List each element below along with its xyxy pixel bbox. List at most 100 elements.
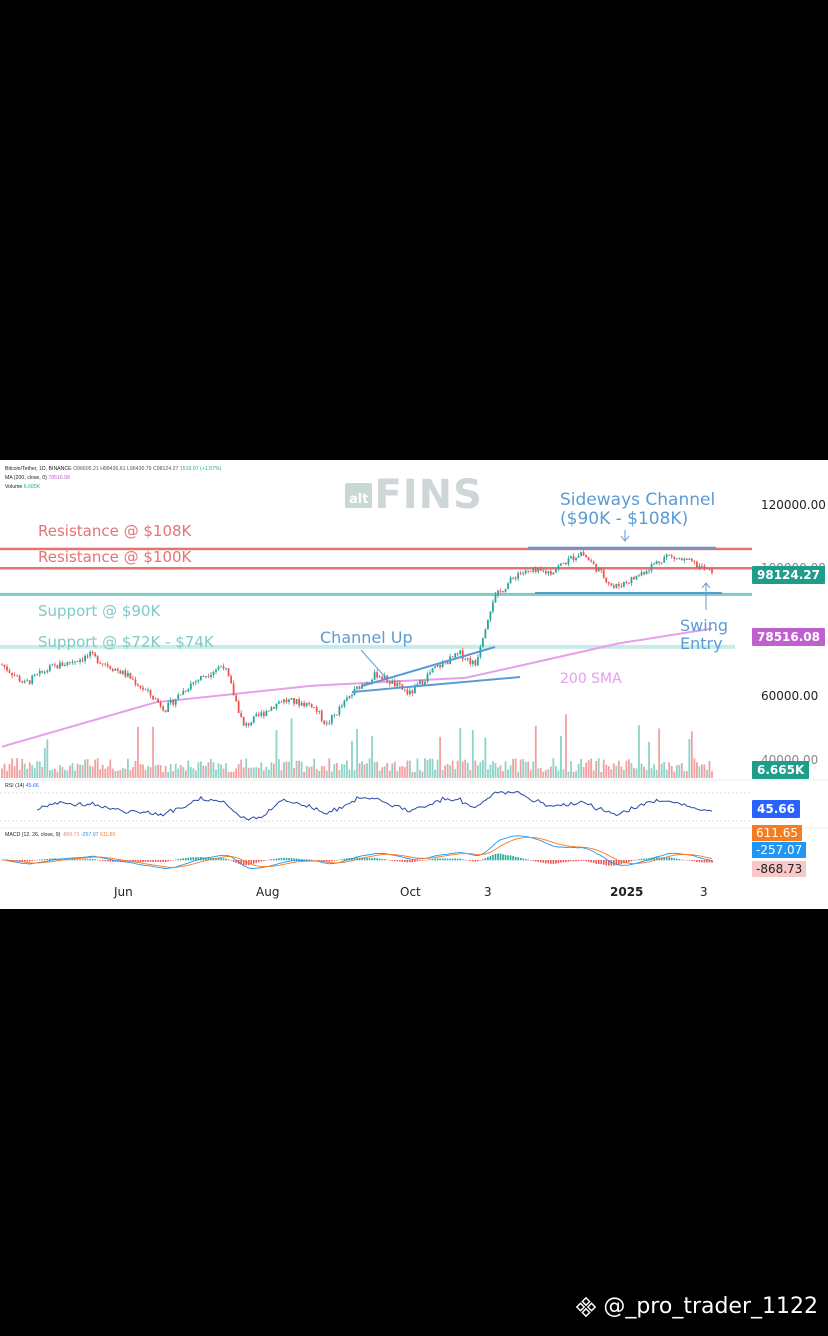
macd-hist-bar: [152, 860, 154, 862]
macd-hist-bar: [182, 858, 185, 861]
candle-body: [257, 714, 260, 716]
x-axis: [0, 779, 828, 829]
macd-hist-bar: [81, 859, 84, 861]
macd-hist-bar: [99, 860, 101, 861]
volume-bar: [612, 763, 615, 778]
macd-hist-bar: [298, 858, 300, 861]
volume-bar: [449, 765, 452, 778]
volume-bar: [605, 764, 608, 778]
volume-bar: [189, 766, 192, 778]
macd-hist-bar: [693, 860, 696, 862]
candle-body: [572, 556, 575, 560]
volume-bar: [595, 760, 598, 778]
macd-hist-bar: [378, 858, 381, 861]
candle-body: [242, 716, 245, 726]
candle-body: [323, 720, 326, 724]
macd-hist-bar: [552, 860, 555, 864]
macd-hist-bar: [567, 860, 570, 862]
macd-hist-bar: [587, 860, 590, 862]
candle-body: [373, 672, 376, 680]
macd-hist-bar: [691, 860, 693, 861]
volume-bar: [635, 768, 638, 778]
macd-hist-bar: [399, 860, 401, 862]
candle-body: [426, 674, 429, 682]
macd-hist-bar: [497, 853, 499, 861]
candle-body: [172, 699, 175, 705]
candle-body: [36, 674, 39, 675]
volume-bar: [79, 764, 81, 778]
volume-bar: [607, 766, 610, 778]
macd-hist-bar: [670, 857, 673, 861]
volume-bar: [446, 763, 449, 778]
macd-hist-bar: [630, 860, 633, 862]
candle-body: [174, 699, 177, 705]
candle-body: [695, 561, 698, 568]
swing-label-line1: Swing: [680, 616, 728, 635]
volume-bar: [434, 769, 436, 778]
candle-body: [330, 715, 333, 724]
candle-body: [600, 568, 603, 571]
volume-bar: [648, 741, 650, 778]
volume-bar: [207, 762, 210, 778]
resistance-108-label: Resistance @ $108K: [38, 522, 192, 540]
candle-body: [650, 564, 653, 571]
macd-hist-bar: [147, 860, 149, 862]
resistance-100-line: [0, 567, 752, 570]
macd-hist-bar: [585, 860, 587, 862]
macd-hist-bar: [640, 858, 643, 861]
candle-body: [187, 689, 190, 692]
swing-label-line2: Entry: [680, 634, 723, 653]
macd-hist-bar: [680, 859, 683, 861]
volume-bar: [461, 761, 464, 778]
macd-hist-bar: [703, 860, 706, 863]
candle-body: [648, 570, 650, 572]
candle-body: [597, 568, 600, 572]
macd-hist-bar: [519, 857, 522, 861]
volume-bar: [232, 771, 235, 778]
signal-tag: -257.07: [752, 842, 807, 858]
macd-hist-bar: [434, 858, 436, 861]
macd-hist-bar: [187, 857, 190, 861]
volume-bar: [121, 768, 124, 778]
annotation-shapes: [351, 530, 722, 693]
volume-bar: [295, 760, 298, 778]
candle-body: [121, 670, 124, 674]
candle-body: [381, 676, 384, 680]
volume-bar: [38, 761, 41, 778]
macd-hist-bar: [144, 860, 147, 863]
macd-label: MACD (12, 26, close, 9): [5, 832, 61, 838]
candle-body: [210, 674, 212, 677]
volume-bar: [693, 758, 696, 778]
candle-body: [549, 571, 552, 575]
volume-bar: [300, 761, 303, 778]
macd-hist-bar: [628, 860, 630, 863]
volume-bar: [177, 768, 180, 778]
volume-bar: [278, 759, 280, 778]
volume-bar: [273, 763, 275, 778]
rsi-label: RSI (14): [5, 783, 25, 789]
volume-bar: [187, 760, 190, 778]
candle-body: [577, 555, 580, 558]
macd-hist-bar: [84, 859, 86, 861]
volume-bar: [534, 725, 537, 778]
channel-up-pointer: [360, 649, 387, 679]
candle-body: [474, 660, 477, 666]
candle-body: [8, 670, 11, 673]
volume-bar: [242, 767, 245, 778]
volume-bar: [162, 771, 165, 778]
volume-bar: [76, 763, 79, 778]
candle-body: [116, 668, 119, 671]
candle-body: [461, 650, 464, 660]
candle-body: [220, 666, 222, 668]
volume-bar: [557, 770, 560, 778]
candle-body: [552, 572, 555, 575]
candle-body: [396, 682, 399, 687]
macd-hist-bar: [602, 860, 605, 865]
macd-hist-bar: [252, 860, 255, 864]
volume-bar: [701, 764, 703, 778]
volume-bar: [99, 769, 102, 778]
candle-body: [539, 568, 542, 571]
candle-body: [48, 665, 51, 671]
volume-bar: [560, 735, 562, 778]
volume-bar: [625, 760, 628, 778]
